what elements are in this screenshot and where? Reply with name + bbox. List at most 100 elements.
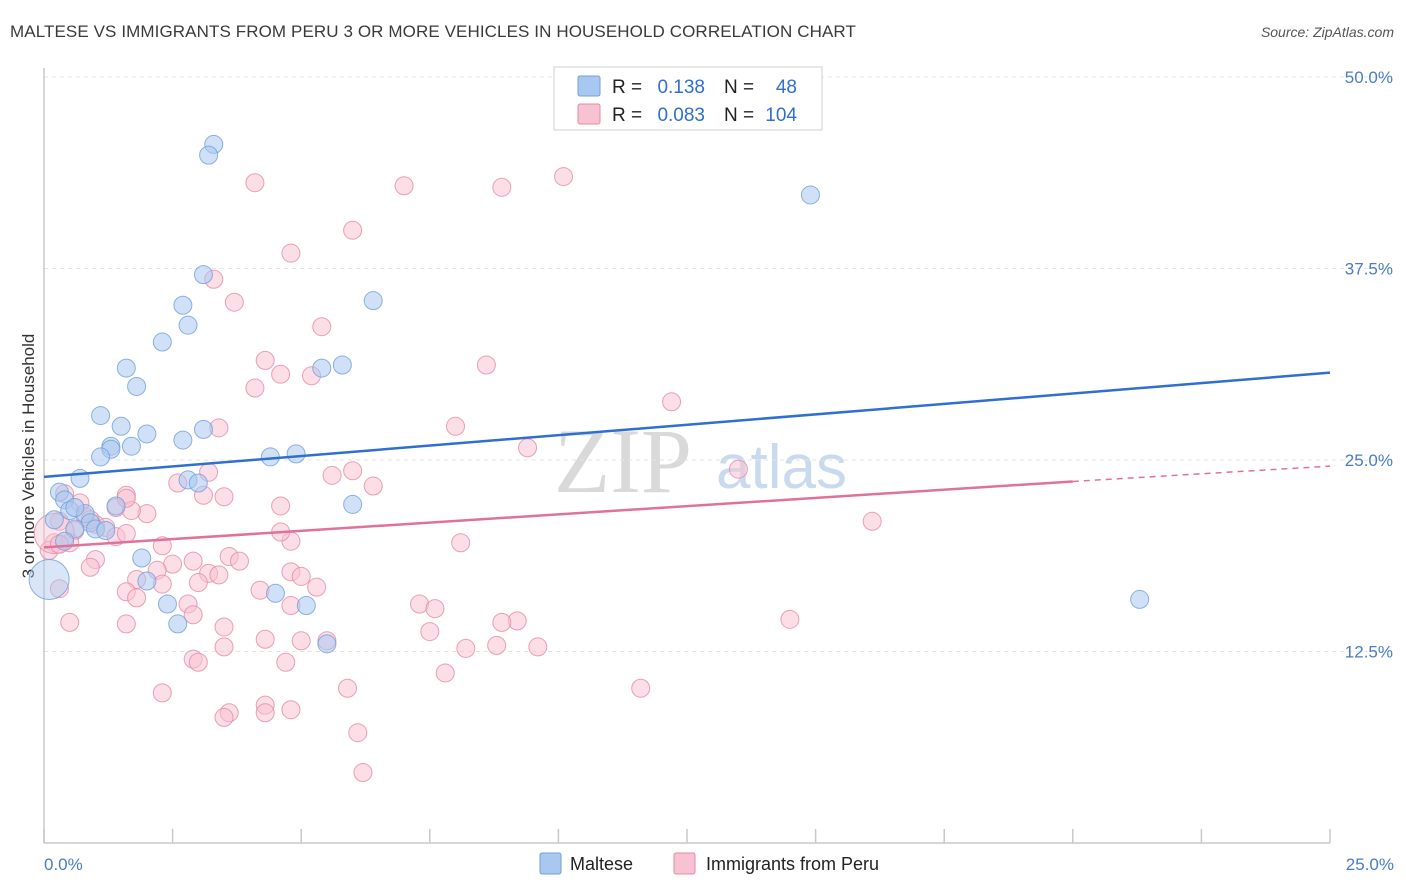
maltese-point [343, 494, 363, 514]
peru-point [363, 476, 383, 496]
peru-point [435, 663, 455, 683]
maltese-point [91, 447, 111, 467]
legend-swatch-peru [577, 103, 601, 125]
maltese-point [127, 376, 147, 396]
trend-line-peru [43, 480, 1073, 549]
peru-point [271, 496, 291, 516]
peru-point [492, 612, 512, 632]
peru-point [214, 637, 234, 657]
y-tick-label: 37.5% [1345, 260, 1393, 279]
peru-point [80, 557, 100, 577]
peru-point [291, 631, 311, 651]
maltese-point [65, 497, 85, 517]
trend-line-maltese [43, 371, 1331, 479]
bottom-legend: Maltese Immigrants from Peru [539, 852, 879, 875]
maltese-point [121, 436, 141, 456]
legend-n-label-2: N = [724, 105, 754, 126]
peru-point [307, 577, 327, 597]
peru-point [188, 652, 208, 672]
peru-point [492, 177, 512, 197]
legend-r-label-2: R = [612, 105, 642, 126]
peru-point [209, 565, 229, 585]
peru-point [353, 763, 373, 783]
maltese-point [286, 444, 306, 464]
peru-point [255, 703, 275, 723]
peru-point [214, 707, 234, 727]
peru-point [780, 609, 800, 629]
peru-point [255, 350, 275, 370]
peru-point [152, 683, 172, 703]
peru-point [60, 612, 80, 632]
maltese-point [193, 419, 213, 439]
maltese-point [137, 571, 157, 591]
bottom-legend-label-maltese: Maltese [570, 854, 633, 874]
peru-point [152, 536, 172, 556]
peru-point [214, 617, 234, 637]
maltese-point [65, 519, 85, 539]
peru-point [224, 292, 244, 312]
peru-point [348, 723, 368, 743]
maltese-point [296, 596, 316, 616]
peru-point [276, 652, 296, 672]
maltese-point [137, 424, 157, 444]
y-axis-label: 3 or more Vehicles in Household [19, 334, 38, 579]
peru-point [229, 551, 249, 571]
peru-point [127, 588, 147, 608]
y-tick-label: 50.0% [1345, 68, 1393, 87]
bottom-legend-label-peru: Immigrants from Peru [706, 854, 879, 874]
source-label: Source: ZipAtlas.com [1260, 24, 1394, 40]
peru-point [420, 622, 440, 642]
peru-point [631, 678, 651, 698]
peru-point [487, 635, 507, 655]
maltese-point [199, 145, 219, 165]
peru-point [281, 243, 301, 263]
bottom-legend-swatch-maltese [539, 852, 562, 875]
peru-point [255, 629, 275, 649]
peru-point [245, 173, 265, 193]
peru-point [518, 438, 538, 458]
x-tick-label-max: 25.0% [1346, 855, 1394, 874]
peru-point [337, 678, 357, 698]
peru-point [662, 392, 682, 412]
legend-n-label-1: N = [724, 77, 754, 98]
peru-point [183, 605, 203, 625]
maltese-point [152, 332, 172, 352]
maltese-point [168, 614, 188, 634]
peru-point [116, 614, 136, 634]
peru-point [451, 533, 471, 553]
peru-point [245, 378, 265, 398]
peru-point [343, 461, 363, 481]
peru-point [183, 551, 203, 571]
bottom-legend-swatch-peru [673, 852, 696, 875]
peru-point [250, 580, 270, 600]
maltese-point [91, 406, 111, 426]
legend-box: R = 0.138 N = 48 R = 0.083 N = 104 [553, 66, 823, 131]
maltese-point [116, 358, 136, 378]
peru-point [312, 317, 332, 337]
maltese-point [188, 473, 208, 493]
maltese-point [96, 520, 116, 540]
x-tick-label-min: 0.0% [44, 855, 83, 874]
maltese-point [265, 583, 285, 603]
maltese-point [173, 430, 193, 450]
peru-point [137, 504, 157, 524]
maltese-point [28, 558, 70, 600]
peru-point [214, 487, 234, 507]
series-maltese-points [28, 134, 1150, 654]
peru-point [862, 511, 882, 531]
maltese-point [173, 295, 193, 315]
peru-point [528, 637, 548, 657]
peru-point [446, 416, 466, 436]
peru-point [343, 220, 363, 240]
peru-point [456, 638, 476, 658]
peru-point [322, 465, 342, 485]
peru-point [188, 573, 208, 593]
peru-point [425, 599, 445, 619]
maltese-point [111, 416, 131, 436]
maltese-point [800, 185, 820, 205]
peru-point [728, 459, 748, 479]
peru-point [394, 176, 414, 196]
legend-r-label-1: R = [612, 77, 642, 98]
maltese-point [44, 510, 64, 530]
peru-point [554, 167, 574, 187]
